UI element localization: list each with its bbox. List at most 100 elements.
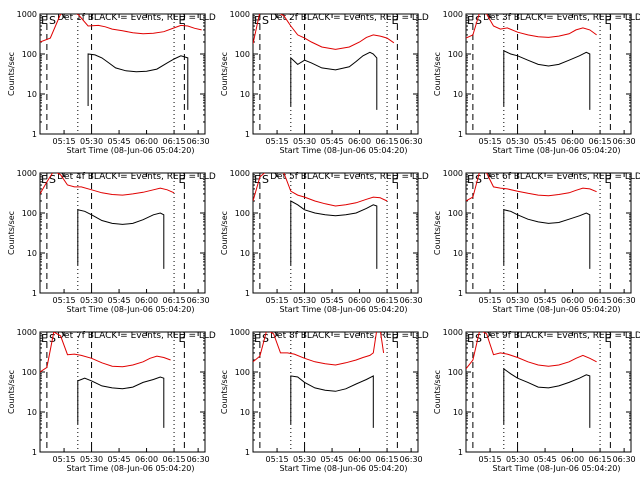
y-tick-label: 1 bbox=[245, 289, 250, 298]
y-axis-label: Counts/sec bbox=[7, 211, 16, 255]
y-tick-label: 10 bbox=[27, 249, 37, 258]
lld-series-line bbox=[253, 173, 388, 207]
start-marker-label: E bbox=[467, 332, 474, 345]
y-tick-label: 10 bbox=[27, 90, 37, 99]
start-marker-label: S bbox=[475, 14, 482, 27]
x-tick-label: 06:30 bbox=[400, 296, 423, 305]
x-tick-label: 05:45 bbox=[108, 296, 131, 305]
y-tick-label: 100 bbox=[22, 50, 37, 59]
series-group bbox=[466, 173, 597, 269]
x-tick-label: 05:45 bbox=[534, 296, 557, 305]
series-group bbox=[253, 173, 388, 269]
y-tick-label: 1 bbox=[32, 448, 37, 457]
x-tick-label: 05:45 bbox=[534, 455, 557, 464]
x-tick-label: 05:45 bbox=[321, 137, 344, 146]
start-marker-label: S bbox=[262, 173, 269, 186]
x-tick-label: 06:30 bbox=[613, 137, 636, 146]
series-group bbox=[253, 332, 385, 428]
x-tick-label: 06:00 bbox=[135, 137, 158, 146]
lld-series-line bbox=[466, 14, 597, 39]
x-tick-label: 05:45 bbox=[108, 137, 131, 146]
x-tick-label: 05:30 bbox=[506, 296, 529, 305]
x-axis-label: Start Time (08-Jun-06 05:04:20) bbox=[493, 146, 621, 155]
y-tick-label: 1000 bbox=[443, 169, 463, 178]
x-tick-label: 06:15 bbox=[376, 296, 399, 305]
y-tick-label: 10 bbox=[240, 90, 250, 99]
start-marker-label: S bbox=[262, 14, 269, 27]
y-axis-label: Counts/sec bbox=[220, 52, 229, 96]
x-tick-label: 05:15 bbox=[53, 455, 76, 464]
start-marker-label: S bbox=[475, 332, 482, 345]
x-tick-label: 05:15 bbox=[266, 455, 289, 464]
panel-title: Det 4f BLACK = Events, RED = LLD bbox=[57, 172, 216, 182]
y-tick-label: 1000 bbox=[17, 328, 37, 337]
y-axis-label: Counts/sec bbox=[433, 52, 442, 96]
series-group bbox=[466, 332, 597, 428]
x-tick-label: 05:15 bbox=[266, 137, 289, 146]
y-tick-label: 10 bbox=[453, 249, 463, 258]
x-tick-label: 06:30 bbox=[613, 296, 636, 305]
events-series-line bbox=[503, 50, 591, 110]
plot-frame bbox=[252, 331, 419, 453]
x-tick-label: 05:45 bbox=[108, 455, 131, 464]
series-group bbox=[40, 173, 175, 269]
x-tick-label: 05:45 bbox=[534, 137, 557, 146]
x-tick-label: 06:15 bbox=[589, 455, 612, 464]
start-marker-label: S bbox=[49, 14, 56, 27]
panel-det-6f: Det 6f BLACK = Events, RED = LLD 1 10 100 10… bbox=[433, 169, 640, 314]
x-tick-label: 06:15 bbox=[589, 137, 612, 146]
start-marker-label: S bbox=[49, 173, 56, 186]
panel-det-9f: Det 9f BLACK = Events, RED = LLD 1 10 100 10… bbox=[433, 328, 640, 473]
x-tick-label: 06:00 bbox=[561, 455, 584, 464]
y-tick-label: 10 bbox=[240, 249, 250, 258]
y-tick-label: 1 bbox=[458, 448, 463, 457]
start-marker-label: E bbox=[41, 14, 48, 27]
x-tick-label: 06:30 bbox=[613, 455, 636, 464]
x-tick-label: 06:15 bbox=[163, 137, 186, 146]
y-tick-label: 1000 bbox=[443, 328, 463, 337]
end-marker-label: E bbox=[605, 14, 612, 27]
start-marker-label: E bbox=[41, 173, 48, 186]
y-axis-label: Counts/sec bbox=[433, 211, 442, 255]
panel-title: Det 8f BLACK = Events, RED = LLD bbox=[270, 331, 429, 341]
x-tick-label: 05:15 bbox=[266, 296, 289, 305]
x-tick-label: 06:00 bbox=[135, 455, 158, 464]
x-tick-label: 05:15 bbox=[479, 455, 502, 464]
series-group bbox=[253, 14, 395, 110]
panel-det-5f: Det 5f BLACK = Events, RED = LLD 1 10 100 10… bbox=[220, 169, 429, 314]
y-tick-label: 10 bbox=[453, 408, 463, 417]
y-tick-label: 1000 bbox=[17, 169, 37, 178]
y-axis-label: Counts/sec bbox=[220, 211, 229, 255]
y-tick-label: 100 bbox=[235, 50, 250, 59]
panel-title: Det 9f BLACK = Events, RED = LLD bbox=[483, 331, 640, 341]
x-axis-label: Start Time (08-Jun-06 05:04:20) bbox=[280, 146, 408, 155]
x-tick-label: 05:15 bbox=[479, 296, 502, 305]
panel-det-3f: Det 3f BLACK = Events, RED = LLD 1 10 100 10… bbox=[433, 10, 640, 155]
end-marker-label: E bbox=[392, 14, 399, 27]
x-tick-label: 05:30 bbox=[80, 137, 103, 146]
y-axis-label: Counts/sec bbox=[7, 370, 16, 414]
x-tick-label: 06:30 bbox=[400, 455, 423, 464]
y-tick-label: 1000 bbox=[230, 328, 250, 337]
panel-det-1f: Det 1f BLACK = Events, RED = LLD 1 10 100 10… bbox=[7, 10, 216, 155]
panel-title: Det 3f BLACK = Events, RED = LLD bbox=[483, 13, 640, 23]
x-tick-label: 06:30 bbox=[187, 455, 210, 464]
lld-series-line bbox=[253, 332, 385, 366]
x-axis-label: Start Time (08-Jun-06 05:04:20) bbox=[493, 305, 621, 314]
start-marker-label: E bbox=[467, 173, 474, 186]
x-tick-label: 05:30 bbox=[293, 455, 316, 464]
end-marker-label: E bbox=[179, 332, 186, 345]
y-tick-label: 100 bbox=[235, 368, 250, 377]
start-marker-label: E bbox=[254, 14, 261, 27]
x-tick-label: 06:00 bbox=[348, 137, 371, 146]
series-group bbox=[40, 14, 202, 110]
x-axis-label: Start Time (08-Jun-06 05:04:20) bbox=[280, 305, 408, 314]
x-tick-label: 06:00 bbox=[561, 296, 584, 305]
x-tick-label: 06:15 bbox=[376, 455, 399, 464]
panel-title: Det 2f BLACK = Events, RED = LLD bbox=[270, 13, 429, 23]
start-marker-label: S bbox=[475, 173, 482, 186]
x-tick-label: 05:15 bbox=[53, 137, 76, 146]
panel-det-4f: Det 4f BLACK = Events, RED = LLD 1 10 100 10… bbox=[7, 169, 216, 314]
y-tick-label: 10 bbox=[240, 408, 250, 417]
start-marker-label: E bbox=[254, 332, 261, 345]
